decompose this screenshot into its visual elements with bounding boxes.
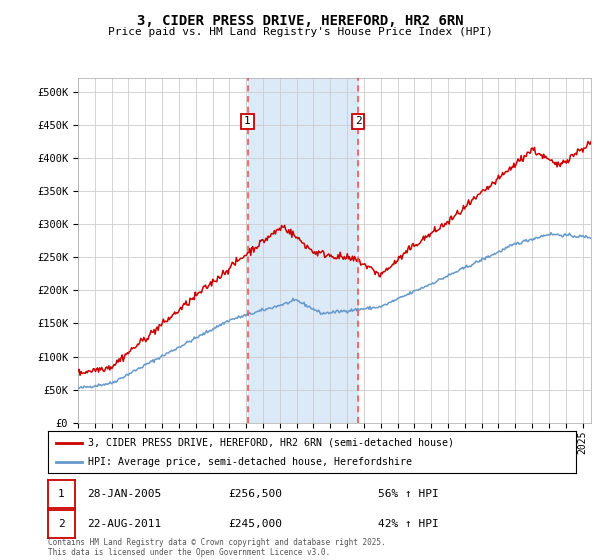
Text: 3, CIDER PRESS DRIVE, HEREFORD, HR2 6RN (semi-detached house): 3, CIDER PRESS DRIVE, HEREFORD, HR2 6RN … <box>88 437 454 447</box>
Text: 2: 2 <box>355 116 361 127</box>
Text: 3, CIDER PRESS DRIVE, HEREFORD, HR2 6RN: 3, CIDER PRESS DRIVE, HEREFORD, HR2 6RN <box>137 14 463 28</box>
Text: 22-AUG-2011: 22-AUG-2011 <box>87 519 161 529</box>
Text: 1: 1 <box>244 116 251 127</box>
Text: £256,500: £256,500 <box>228 489 282 499</box>
Text: 28-JAN-2005: 28-JAN-2005 <box>87 489 161 499</box>
Text: HPI: Average price, semi-detached house, Herefordshire: HPI: Average price, semi-detached house,… <box>88 457 412 467</box>
Text: 1: 1 <box>58 489 65 499</box>
Text: 42% ↑ HPI: 42% ↑ HPI <box>378 519 439 529</box>
Text: Contains HM Land Registry data © Crown copyright and database right 2025.
This d: Contains HM Land Registry data © Crown c… <box>48 538 386 557</box>
Text: 2: 2 <box>58 519 65 529</box>
Bar <box>248 78 358 423</box>
Text: Price paid vs. HM Land Registry's House Price Index (HPI): Price paid vs. HM Land Registry's House … <box>107 27 493 37</box>
Text: £245,000: £245,000 <box>228 519 282 529</box>
Text: 56% ↑ HPI: 56% ↑ HPI <box>378 489 439 499</box>
